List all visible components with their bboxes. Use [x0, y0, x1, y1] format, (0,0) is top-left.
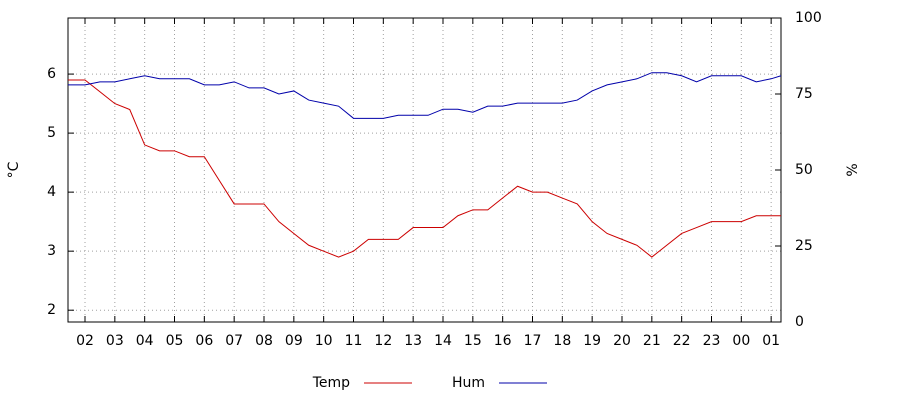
- x-tick-label: 13: [404, 333, 422, 349]
- y-tick-label: 2: [47, 302, 56, 318]
- x-tick-label: 22: [673, 333, 691, 349]
- x-tick-label: 11: [345, 333, 363, 349]
- y-axis-label: °C: [6, 161, 22, 178]
- y2-axis-label: %: [845, 163, 861, 176]
- legend-label: Temp: [312, 375, 350, 391]
- x-tick-label: 05: [166, 333, 184, 349]
- y2-tick-label: 25: [795, 238, 813, 254]
- x-tick-label: 19: [583, 333, 601, 349]
- x-tick-label: 09: [285, 333, 303, 349]
- x-tick-label: 21: [643, 333, 661, 349]
- x-tick-label: 10: [315, 333, 333, 349]
- x-tick-label: 07: [225, 333, 243, 349]
- x-tick-label: 15: [464, 333, 482, 349]
- x-tick-label: 17: [524, 333, 542, 349]
- x-tick-label: 00: [732, 333, 750, 349]
- x-tick-label: 14: [434, 333, 452, 349]
- y2-tick-label: 75: [795, 86, 813, 102]
- x-tick-label: 06: [195, 333, 213, 349]
- x-tick-label: 23: [703, 333, 721, 349]
- data-line: [68, 79, 781, 258]
- y2-tick-label: 0: [795, 314, 804, 330]
- y-tick-label: 5: [47, 125, 56, 141]
- x-tick-label: 08: [255, 333, 273, 349]
- x-tick-label: 02: [76, 333, 94, 349]
- x-tick-label: 01: [762, 333, 780, 349]
- y2-tick-label: 50: [795, 162, 813, 178]
- data-line: [68, 72, 782, 119]
- legend-label: Hum: [452, 375, 485, 391]
- y-tick-label: 6: [47, 66, 56, 82]
- plot-frame: [67, 17, 782, 323]
- x-tick-label: 18: [553, 333, 571, 349]
- x-tick-label: 20: [613, 333, 631, 349]
- x-tick-label: 04: [136, 333, 154, 349]
- x-tick-label: 03: [106, 333, 124, 349]
- x-tick-label: 16: [494, 333, 512, 349]
- y2-tick-label: 100: [795, 10, 822, 26]
- x-tick-label: 12: [374, 333, 392, 349]
- y-tick-label: 3: [47, 243, 56, 259]
- y-tick-label: 4: [47, 184, 56, 200]
